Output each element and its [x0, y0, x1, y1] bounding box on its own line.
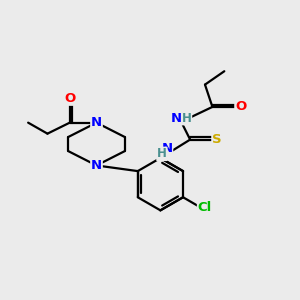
Text: N: N	[91, 159, 102, 172]
Text: O: O	[64, 92, 75, 105]
Text: N: N	[161, 142, 172, 155]
Text: H: H	[182, 112, 191, 125]
Text: O: O	[235, 100, 246, 113]
Text: H: H	[157, 147, 167, 161]
Text: N: N	[91, 116, 102, 129]
Text: S: S	[212, 133, 222, 146]
Text: Cl: Cl	[198, 201, 212, 214]
Text: N: N	[170, 112, 182, 125]
